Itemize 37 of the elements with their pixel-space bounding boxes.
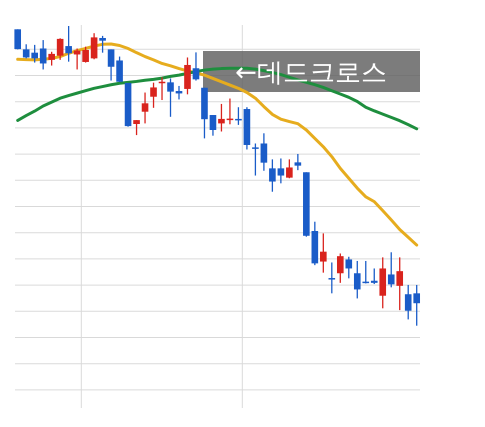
candlestick	[260, 132, 268, 172]
candlestick	[278, 158, 284, 184]
candlestick	[413, 284, 420, 326]
candlestick	[184, 56, 191, 95]
candlestick	[320, 232, 327, 274]
candlestick	[65, 25, 72, 62]
candlestick	[56, 38, 64, 61]
candlestick	[22, 44, 30, 60]
candlestick	[74, 48, 80, 70]
candlestick	[328, 262, 336, 294]
candlestick	[158, 76, 166, 101]
candlestick	[404, 284, 412, 320]
candlestick	[362, 260, 370, 284]
candlestick	[142, 92, 148, 124]
candlestick	[286, 158, 293, 179]
candlestick	[252, 142, 259, 176]
candlestick	[336, 252, 344, 284]
candlestick	[116, 56, 123, 83]
candlestick	[40, 39, 46, 70]
candlestick	[14, 28, 22, 50]
candlestick	[370, 268, 378, 285]
candlestick	[294, 153, 302, 171]
candlestick	[354, 260, 361, 300]
candlestick	[235, 106, 242, 126]
candlestick	[31, 44, 38, 64]
candlestick	[396, 256, 404, 311]
candlestick	[388, 252, 395, 288]
candlestick	[108, 48, 114, 82]
candlestick	[269, 158, 276, 192]
candlestick	[133, 119, 140, 136]
candlestick	[48, 51, 55, 66]
candlestick	[99, 35, 106, 54]
candlestick	[192, 52, 200, 82]
candlestick	[90, 32, 98, 60]
candlestick	[82, 46, 89, 64]
candlestick	[345, 256, 352, 279]
candlestick	[150, 82, 157, 108]
